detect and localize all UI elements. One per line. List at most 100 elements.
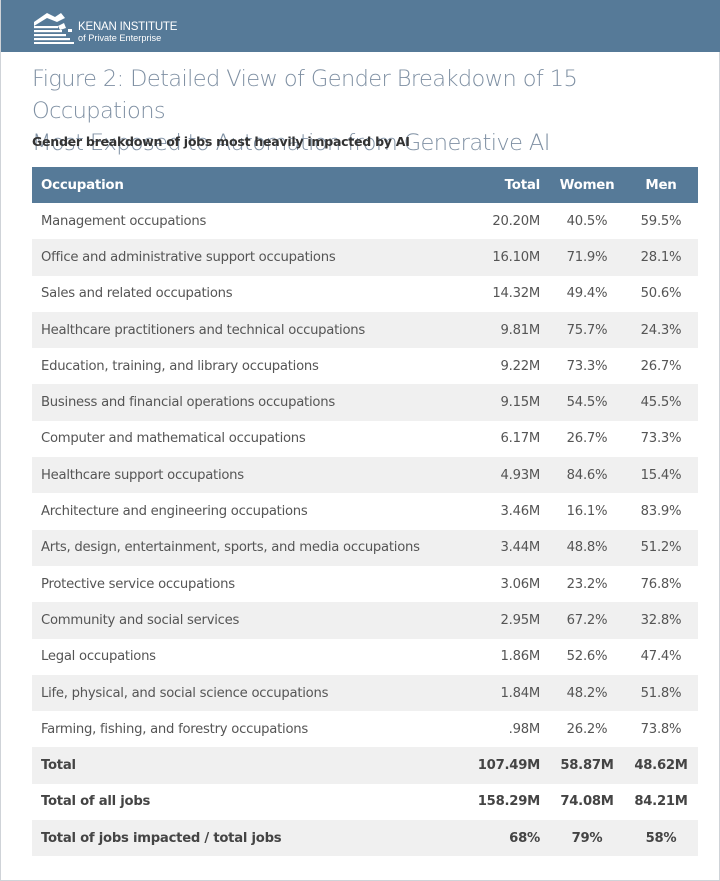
cell-women: 49.4%	[566, 286, 608, 302]
logo-name: KENAN INSTITUTE	[78, 21, 178, 33]
cell-total: 1.86M	[500, 649, 541, 665]
cell-total: 1.84M	[500, 685, 541, 701]
cell-women: 54.5%	[566, 395, 608, 411]
building-icon	[34, 13, 74, 44]
cell-total: 68%	[509, 830, 540, 846]
cell-total: 16.10M	[492, 249, 540, 265]
cell-women: 79%	[571, 830, 603, 846]
logo-subtitle: of Private Enterprise	[78, 32, 162, 43]
figure-title: Figure 2: Detailed View of Gender Breakd…	[32, 63, 702, 159]
cell-women: 48.8%	[566, 540, 608, 556]
cell-occupation: Legal occupations	[41, 649, 156, 665]
cell-men: 15.4%	[640, 467, 682, 483]
cell-total: 3.06M	[500, 576, 541, 592]
cell-men: 59.5%	[640, 213, 682, 229]
cell-occupation: Healthcare practitioners and technical o…	[41, 322, 366, 338]
cell-occupation: Business and financial operations occupa…	[41, 395, 335, 411]
cell-women: 71.9%	[566, 249, 608, 265]
cell-occupation: Total of jobs impacted / total jobs	[41, 830, 282, 846]
cell-occupation: Protective service occupations	[41, 576, 235, 592]
header-banner: KENAN INSTITUTE of Private Enterprise	[1, 0, 720, 52]
cell-occupation: Arts, design, entertainment, sports, and…	[41, 540, 420, 556]
cell-total: 4.93M	[500, 467, 541, 483]
summary-row: Total of all jobs 158.29M 74.08M 84.21M	[32, 784, 698, 820]
table-row: Education, training, and library occupat…	[32, 348, 698, 384]
cell-women: 73.3%	[566, 358, 608, 374]
cell-occupation: Education, training, and library occupat…	[41, 358, 319, 374]
table-row: Healthcare practitioners and technical o…	[32, 311, 698, 349]
cell-men: 84.21M	[634, 794, 688, 810]
cell-women: 26.7%	[566, 431, 608, 447]
cell-occupation: Total of all jobs	[41, 794, 151, 810]
table-row: Office and administrative support occupa…	[32, 239, 698, 276]
cell-women: 52.6%	[566, 649, 608, 665]
cell-occupation: Architecture and engineering occupations	[41, 504, 308, 520]
table-row: Healthcare support occupations 4.93M 84.6%…	[32, 457, 698, 494]
table-row: Architecture and engineering occupations…	[32, 493, 698, 529]
cell-men: 24.3%	[640, 322, 682, 338]
cell-women: 58.87M	[560, 758, 614, 774]
cell-women: 48.2%	[566, 685, 608, 701]
cell-men: 73.3%	[640, 431, 682, 447]
cell-total: 9.15M	[500, 395, 541, 411]
cell-occupation: Office and administrative support occupa…	[41, 249, 336, 265]
cell-men: 51.2%	[640, 540, 682, 556]
cell-occupation: Management occupations	[41, 213, 207, 229]
cell-women: 75.7%	[566, 322, 608, 338]
table-row: Legal occupations 1.86M 52.6% 47.4%	[32, 639, 698, 675]
cell-men: 76.8%	[640, 576, 682, 592]
table-header-row: Occupation Total Women Men	[32, 167, 698, 203]
cell-women: 74.08M	[560, 794, 614, 810]
table-body: Management occupations 20.20M 40.5% 59.5% Of…	[32, 203, 698, 857]
table-row: Computer and mathematical occupations 6.1…	[32, 421, 698, 457]
figure-subtitle: Gender breakdown of jobs most heavily im…	[32, 134, 410, 149]
cell-women: 26.2%	[566, 721, 608, 737]
occupation-table: Occupation Total Women Men Management oc…	[32, 167, 698, 857]
cell-occupation: Healthcare support occupations	[41, 467, 244, 483]
table-row: Management occupations 20.20M 40.5% 59.5%	[32, 203, 698, 239]
cell-men: 32.8%	[640, 612, 682, 628]
cell-men: 28.1%	[640, 249, 682, 265]
column-header-women: Women	[559, 177, 615, 193]
cell-total: 9.22M	[500, 358, 541, 374]
cell-occupation: Total	[41, 758, 76, 774]
cell-total: 158.29M	[477, 794, 541, 810]
cell-men: 45.5%	[640, 395, 682, 411]
cell-total: 6.17M	[500, 431, 541, 447]
cell-men: 48.62M	[634, 758, 688, 774]
table-row: Community and social services 2.95M 67.2% 3…	[32, 602, 698, 639]
figure-title-line-1: Figure 2: Detailed View of Gender Breakd…	[32, 66, 578, 124]
cell-women: 40.5%	[566, 213, 608, 229]
cell-total: .98M	[508, 721, 541, 737]
summary-row: Total of jobs impacted / total jobs 68% 79…	[32, 820, 698, 857]
cell-men: 47.4%	[640, 649, 682, 665]
cell-total: 3.44M	[500, 540, 541, 556]
table-row: Protective service occupations 3.06M 23.2%…	[32, 566, 698, 602]
cell-total: 14.32M	[492, 286, 540, 302]
kenan-institute-logo: KENAN INSTITUTE of Private Enterprise	[31, 9, 181, 45]
column-header-men: Men	[645, 177, 677, 193]
cell-men: 58%	[645, 830, 677, 846]
cell-total: 9.81M	[500, 322, 541, 338]
table-row: Sales and related occupations 14.32M 49.4%…	[32, 276, 698, 312]
cell-occupation: Farming, fishing, and forestry occupatio…	[41, 721, 309, 737]
cell-total: 3.46M	[500, 504, 541, 520]
cell-men: 51.8%	[640, 685, 682, 701]
cell-men: 73.8%	[640, 721, 682, 737]
cell-occupation: Sales and related occupations	[41, 286, 233, 302]
cell-occupation: Computer and mathematical occupations	[41, 431, 306, 447]
summary-row: Total 107.49M 58.87M 48.62M	[32, 747, 698, 784]
cell-women: 67.2%	[566, 612, 608, 628]
cell-men: 50.6%	[640, 286, 682, 302]
table-row: Business and financial operations occupa…	[32, 384, 698, 421]
figure-title-line-2: Most Exposed to Automation from Generati…	[32, 130, 550, 156]
cell-women: 23.2%	[566, 576, 608, 592]
cell-women: 84.6%	[566, 467, 608, 483]
cell-women: 16.1%	[566, 504, 608, 520]
cell-men: 83.9%	[640, 504, 682, 520]
table-row: Arts, design, entertainment, sports, and…	[32, 529, 698, 566]
column-header-total: Total	[504, 177, 541, 193]
column-header-occupation: Occupation	[41, 177, 124, 193]
cell-occupation: Life, physical, and social science occup…	[41, 685, 329, 701]
